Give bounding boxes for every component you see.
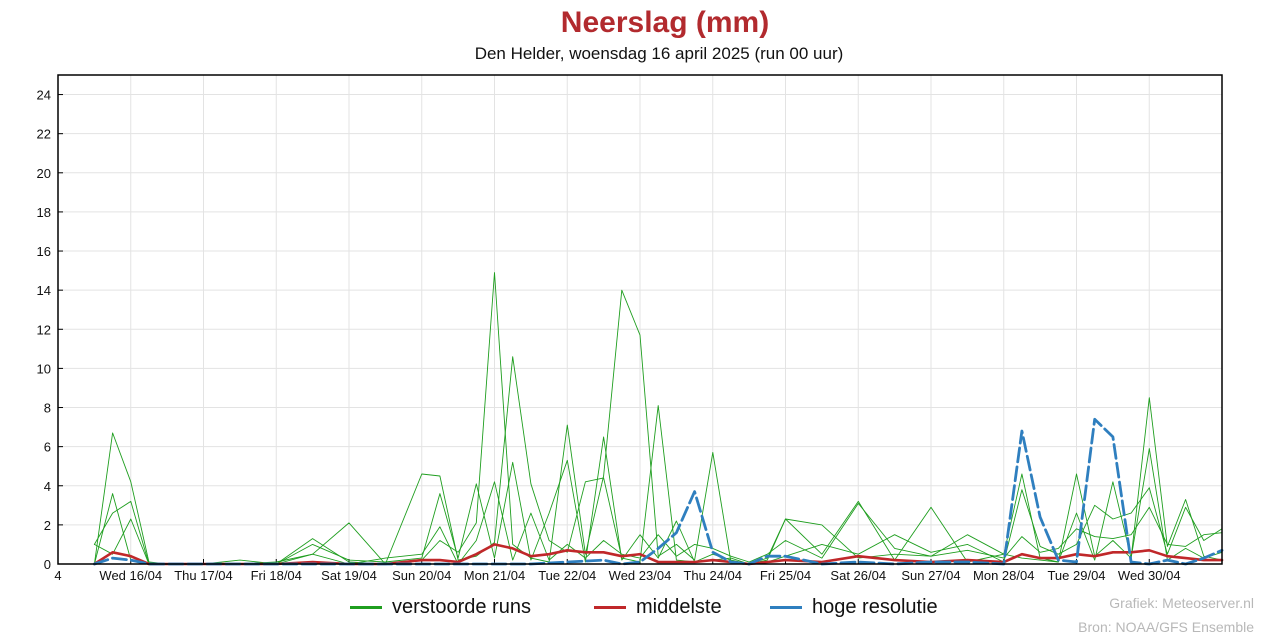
y-tick-label: 22 (37, 127, 51, 142)
legend-label: verstoorde runs (392, 596, 531, 618)
x-tick-label: Tue 22/04 (538, 568, 596, 583)
series-line-verstoorde-run (93, 436, 1223, 565)
y-tick-label: 18 (37, 205, 51, 220)
legend-item-hoge-resolutie: hoge resolutie (770, 596, 938, 619)
x-tick-label: Sat 19/04 (321, 568, 377, 583)
legend-swatch-blue (770, 606, 802, 609)
y-tick-label: 0 (44, 557, 51, 572)
legend-swatch-green (350, 606, 382, 609)
credit-source: Bron: NOAA/GFS Ensemble (1078, 619, 1254, 635)
legend-swatch-red (594, 606, 626, 609)
x-tick-label: Fri 18/04 (251, 568, 302, 583)
x-tick-label: Sun 20/04 (392, 568, 451, 583)
series-line-verstoorde-run (93, 481, 1223, 565)
x-tick-label: Mon 21/04 (464, 568, 525, 583)
y-tick-label: 24 (37, 88, 51, 103)
legend-label: hoge resolutie (812, 596, 938, 618)
x-tick-label: Tue 29/04 (1047, 568, 1105, 583)
legend-item-verstoorde-runs: verstoorde runs (350, 596, 531, 619)
x-tick-label: Thu 17/04 (174, 568, 233, 583)
y-tick-label: 8 (44, 401, 51, 416)
y-tick-label: 16 (37, 244, 51, 259)
chart-subtitle: Den Helder, woensdag 16 april 2025 (run … (474, 44, 844, 63)
series-line-verstoorde-runs (93, 272, 1223, 565)
y-tick-label: 6 (44, 440, 51, 455)
x-tick-label: Wed 23/04 (609, 568, 672, 583)
x-tick-label: Wed 16/04 (99, 568, 162, 583)
y-tick-label: 4 (44, 479, 51, 494)
grid-lines (58, 75, 1222, 564)
legend-label: middelste (636, 596, 722, 618)
y-tick-label: 12 (37, 322, 51, 337)
plot-frame (57, 74, 1223, 565)
series-line-hoge-resolutie (93, 417, 1224, 566)
x-tick-label: Sat 26/04 (830, 568, 886, 583)
x-tick-label: Thu 24/04 (683, 568, 742, 583)
x-tick-label: Wed 30/04 (1118, 568, 1181, 583)
x-axis-ticks: 4 Wed 16/04 Thu 17/04 Fri 18/04 Sat 19/04 Sun… (54, 559, 1181, 583)
x-tick-label: Fri 25/04 (760, 568, 811, 583)
x-tick-label: 4 (54, 568, 61, 583)
credit-graph: Grafiek: Meteoserver.nl (1109, 595, 1254, 611)
y-tick-label: 10 (37, 361, 51, 376)
chart-title: Neerslag (mm) (560, 6, 770, 39)
x-tick-label: Sun 27/04 (901, 568, 960, 583)
series-lines (93, 272, 1224, 566)
y-tick-label: 20 (37, 166, 51, 181)
y-tick-label: 14 (37, 283, 51, 298)
legend-item-middelste: middelste (594, 596, 722, 619)
y-tick-label: 2 (44, 518, 51, 533)
legend: verstoorde runs middelste hoge resolutie (0, 596, 1280, 622)
x-tick-label: Mon 28/04 (973, 568, 1034, 583)
series-line-verstoorde-run (93, 356, 1223, 565)
series-line-middelste (93, 543, 1224, 566)
